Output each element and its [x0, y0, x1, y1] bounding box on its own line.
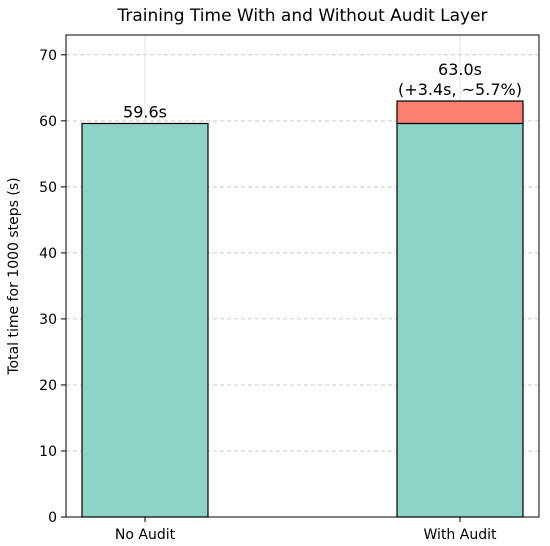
y-tick-label: 40	[39, 246, 57, 262]
x-tick-label: No Audit	[115, 527, 176, 543]
plot-frame	[65, 34, 540, 518]
y-tick-label: 10	[39, 444, 57, 460]
y-tick-label: 0	[48, 510, 57, 526]
data-labels: 59.6s 63.0s(+3.4s, ~5.7%)	[123, 60, 522, 121]
x-ticks: No Audit With Audit	[115, 517, 497, 543]
bar-value-label: 63.0s	[438, 60, 482, 79]
bar-base	[396, 122, 524, 518]
bar-value-label: (+3.4s, ~5.7%)	[398, 80, 522, 99]
y-tick-label: 60	[39, 114, 57, 130]
chart-title: Training Time With and Without Audit Lay…	[116, 6, 487, 26]
bars	[81, 100, 524, 518]
y-tick-label: 30	[39, 312, 57, 328]
axes	[65, 34, 540, 518]
bar-base	[81, 122, 209, 518]
y-axis-label: Total time for 1000 steps (s)	[6, 177, 22, 375]
y-tick-label: 50	[39, 180, 57, 196]
y-tick-label: 20	[39, 378, 57, 394]
bar-value-label: 59.6s	[123, 102, 167, 121]
y-ticks: 0 10 20 30 40 50 60 70	[39, 48, 66, 526]
x-tick-label: With Audit	[424, 527, 497, 543]
y-tick-label: 70	[39, 48, 57, 64]
bar-overhead	[396, 100, 524, 125]
